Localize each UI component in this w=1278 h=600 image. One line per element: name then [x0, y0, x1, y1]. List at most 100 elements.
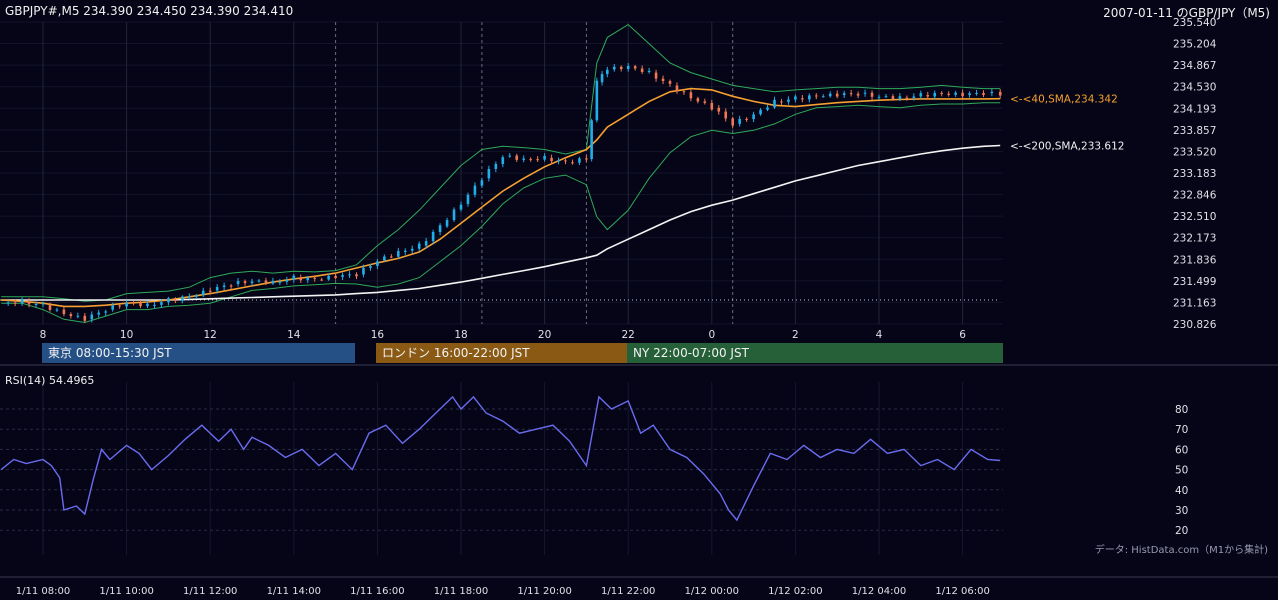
candle-body	[550, 157, 553, 162]
time-tick-label: 0	[708, 329, 715, 341]
candle-body	[97, 312, 101, 315]
candle-body	[745, 118, 748, 120]
candle-body	[125, 302, 128, 307]
candle-body	[201, 290, 205, 296]
candle-body	[919, 93, 923, 97]
candle-body	[334, 275, 337, 279]
candle-body	[515, 155, 519, 160]
price-tick-label: 233.857	[1173, 125, 1216, 137]
candle-body	[557, 160, 560, 162]
candle-body	[55, 309, 59, 311]
time-tick-label: 4	[876, 329, 883, 341]
candle-body	[362, 267, 365, 275]
candle-body	[710, 102, 714, 110]
candle-body	[794, 96, 797, 100]
candle-body	[188, 296, 191, 298]
candle-body	[821, 96, 825, 98]
sma200-line	[1, 144, 1001, 301]
candle-body	[480, 180, 484, 186]
price-tick-label: 233.183	[1173, 168, 1216, 180]
candle-body	[417, 243, 421, 249]
data-source-note: データ: HistData.com（M1から集計)	[1094, 545, 1268, 556]
candle-body	[682, 91, 686, 93]
datetime-tick-label: 1/11 20:00	[517, 586, 571, 597]
datetime-tick-label: 1/11 14:00	[267, 586, 321, 597]
candle-body	[968, 93, 971, 96]
candle-body	[606, 69, 609, 75]
candle-body	[271, 280, 275, 284]
candle-body	[264, 280, 268, 284]
candle-body	[118, 305, 121, 307]
candle-body	[954, 92, 957, 95]
candle-body	[773, 99, 776, 108]
candle-body	[529, 159, 532, 161]
candle-body	[849, 93, 853, 95]
candle-body	[487, 168, 491, 179]
candle-body	[884, 96, 888, 98]
candle-body	[619, 66, 623, 70]
price-tick-label: 231.163	[1173, 297, 1216, 309]
candle-body	[717, 107, 721, 112]
datetime-tick-label: 1/11 16:00	[350, 586, 404, 597]
chart-title: 2007-01-11 のGBP/JPY（M5)	[1103, 6, 1270, 20]
candle-body	[780, 101, 783, 103]
candle-body	[383, 256, 386, 261]
session-london: ロンドン 16:00-22:00 JST	[376, 343, 627, 363]
candle-body	[452, 209, 456, 221]
candle-body	[208, 290, 212, 292]
candle-body	[508, 155, 512, 157]
symbol-ohlc-line: GBPJPY#,M5 234.390 234.450 234.390 234.4…	[5, 4, 294, 18]
candle-body	[738, 118, 741, 124]
candle-body	[41, 303, 45, 305]
candle-body	[292, 275, 296, 280]
candle-body	[438, 225, 442, 232]
sma40-line	[1, 87, 1001, 308]
candle-body	[835, 93, 839, 97]
candle-body	[320, 279, 323, 281]
candle-body	[905, 97, 909, 99]
candle-body	[390, 256, 393, 258]
sma40-label: <-<40,SMA,234.342	[1010, 94, 1118, 106]
candle-body	[668, 81, 672, 84]
candle-body	[6, 302, 10, 304]
candle-body	[564, 160, 567, 162]
candle-body	[146, 303, 149, 307]
candle-body	[13, 302, 17, 304]
candle-body	[961, 92, 964, 97]
candle-body	[661, 78, 665, 82]
candle-body	[640, 68, 644, 73]
candle-body	[543, 155, 546, 160]
datetime-tick-label: 1/11 10:00	[99, 586, 153, 597]
candle-body	[891, 96, 895, 100]
candle-body	[306, 277, 310, 281]
datetime-tick-label: 1/11 08:00	[16, 586, 70, 597]
sma200-label: <-<200,SMA,233.612	[1010, 141, 1124, 153]
candle-body	[752, 114, 755, 120]
time-tick-label: 22	[622, 329, 635, 341]
datetime-tick-label: 1/12 02:00	[768, 586, 822, 597]
candle-body	[445, 220, 449, 227]
candle-body	[369, 265, 372, 268]
rsi-label: RSI(14) 54.4965	[5, 374, 95, 387]
price-tick-label: 231.836	[1173, 254, 1217, 266]
candle-body	[595, 80, 599, 121]
candle-body	[327, 275, 330, 280]
rsi-tick-label: 60	[1175, 444, 1188, 456]
datetime-tick-label: 1/11 18:00	[434, 586, 488, 597]
session-newyork: NY 22:00-07:00 JST	[627, 343, 1003, 363]
rsi-tick-label: 40	[1175, 485, 1188, 497]
candle-body	[285, 279, 289, 282]
candle-body	[633, 66, 637, 69]
candle-body	[856, 93, 860, 96]
candle-body	[250, 281, 254, 284]
candle-body	[815, 95, 818, 97]
candle-body	[522, 158, 525, 160]
candle-body	[473, 185, 477, 195]
candle-body	[877, 96, 881, 98]
candle-body	[104, 311, 107, 313]
candle-body	[341, 275, 344, 277]
candle-body	[313, 277, 316, 279]
candle-body	[27, 301, 31, 305]
price-tick-label: 235.204	[1173, 39, 1217, 51]
candle-body	[590, 120, 593, 160]
